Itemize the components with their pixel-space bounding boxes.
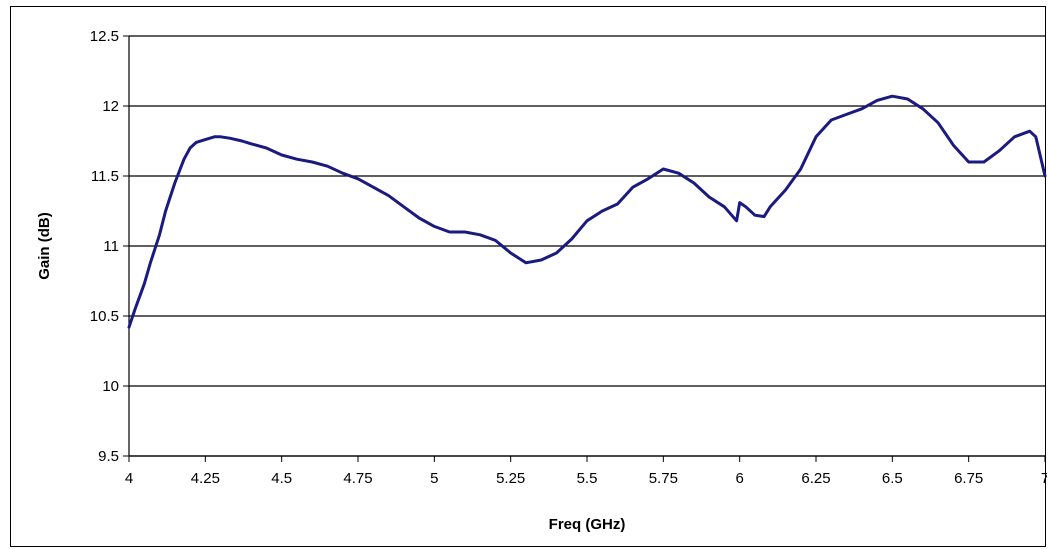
y-tick-label: 11 bbox=[103, 238, 119, 255]
axes bbox=[123, 35, 1046, 462]
y-tick-label: 12 bbox=[102, 98, 119, 115]
chart-frame: 4 4.25 4.5 4.75 5 5.25 5.5 5.75 6 6.25 6.5 6.75 7 9.… bbox=[10, 6, 1047, 547]
y-tick-label: 12.5 bbox=[90, 28, 119, 45]
x-tick-label: 4 bbox=[125, 470, 133, 487]
x-tick-label: 6.25 bbox=[801, 470, 830, 487]
x-tick-label: 4.75 bbox=[343, 470, 372, 487]
gain-series-line bbox=[127, 94, 1047, 329]
x-tick-label: 4.25 bbox=[191, 470, 220, 487]
x-axis-title: Freq (GHz) bbox=[549, 516, 626, 533]
x-tick-label: 5 bbox=[430, 470, 438, 487]
x-tick-label: 7 bbox=[1041, 470, 1047, 487]
y-tick-label: 11.5 bbox=[91, 168, 119, 185]
gridlines bbox=[129, 35, 1045, 457]
x-tick-label: 5.75 bbox=[649, 470, 678, 487]
y-tick-labels: 9.5 10 10.5 11 11.5 12 12.5 bbox=[90, 28, 119, 465]
y-tick-label: 9.5 bbox=[98, 448, 119, 465]
plot-area bbox=[127, 94, 1047, 329]
x-tick-label: 6.5 bbox=[882, 470, 903, 487]
gain-vs-frequency-chart: 4 4.25 4.5 4.75 5 5.25 5.5 5.75 6 6.25 6.5 6.75 7 9.… bbox=[36, 28, 1047, 533]
y-axis-title: Gain (dB) bbox=[36, 212, 53, 280]
x-tick-label: 6.75 bbox=[954, 470, 983, 487]
x-tick-label: 5.5 bbox=[577, 470, 598, 487]
x-tick-label: 5.25 bbox=[496, 470, 525, 487]
y-tick-label: 10 bbox=[102, 378, 119, 395]
x-tick-label: 6 bbox=[735, 470, 743, 487]
x-tick-label: 4.5 bbox=[271, 470, 292, 487]
x-tick-labels: 4 4.25 4.5 4.75 5 5.25 5.5 5.75 6 6.25 6.5 6.75 7 bbox=[125, 470, 1047, 487]
y-tick-label: 10.5 bbox=[90, 308, 119, 325]
